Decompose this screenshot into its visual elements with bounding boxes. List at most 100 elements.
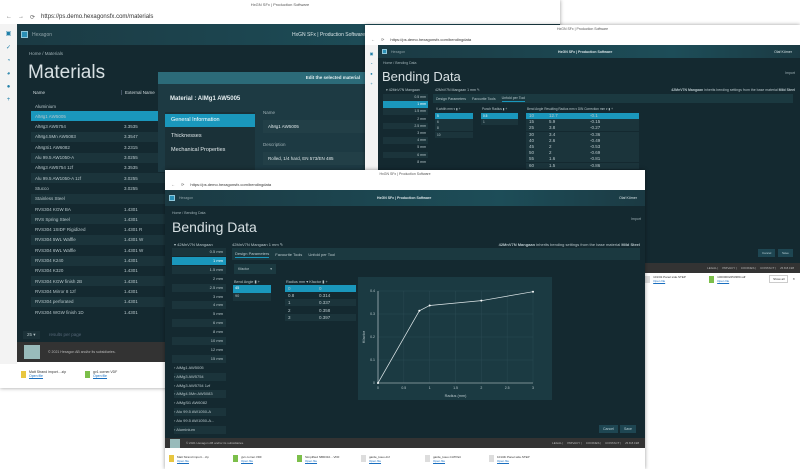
punch-radius-row[interactable]: 1 <box>481 119 518 126</box>
radius-kfactor-header[interactable]: Radius mm ▾ Kfactor ▮ + <box>286 280 328 284</box>
tree-material-item[interactable]: › Alu 99.5 AW1050-A... <box>174 417 215 423</box>
cancel-button[interactable]: Cancel <box>599 425 618 433</box>
thickness-item[interactable]: 2.5 mm <box>383 122 428 130</box>
breadcrumb[interactable]: Home / Bending Data <box>383 61 417 65</box>
footer-link[interactable]: CONTACT | <box>760 266 776 270</box>
column-header-name[interactable]: Name <box>33 90 46 95</box>
thickness-item[interactable]: 5 mm <box>213 311 223 317</box>
v-width-header[interactable]: V-width mm ▾ ▮ + <box>436 107 461 111</box>
back-icon[interactable]: ← <box>6 14 12 20</box>
footer-link[interactable]: LEGAL | <box>707 266 719 270</box>
table-row[interactable]: RVS304 KGW BA 1.4301 <box>31 204 371 214</box>
tree-material[interactable]: ▾ 42MnV7N Mangaan <box>386 88 420 92</box>
save-button[interactable]: Save <box>620 425 636 433</box>
table-row[interactable]: Aluminium <box>31 101 371 111</box>
v-width-row[interactable]: 6 <box>435 119 473 126</box>
download-item[interactable]: Matt Strand import....zip Open file <box>165 455 229 463</box>
breadcrumb[interactable]: Home / Materials <box>29 51 64 56</box>
tab-unfold-per-tool[interactable]: Unfold per Tool <box>501 95 526 102</box>
tab-design-parameters[interactable]: Design Parameters <box>436 96 466 101</box>
tab-favourite-tools[interactable]: Favourite Tools <box>275 251 303 257</box>
url-field[interactable]: https://ps.demo.hexagonsfx.com/bendingda… <box>190 181 272 187</box>
radius-kfactor-row[interactable]: 2 0.358 <box>285 307 356 314</box>
footer-link[interactable]: v5.8.8.198 <box>624 441 639 445</box>
refresh-icon[interactable]: ⟳ <box>30 14 36 21</box>
check-icon[interactable]: ✓ <box>5 45 12 51</box>
add-icon[interactable]: + <box>6 97 11 103</box>
tab-design-parameters[interactable]: Design Parameters <box>235 250 270 258</box>
radius-kfactor-row[interactable]: 1 0.337 <box>285 299 356 307</box>
bend-table-row[interactable]: 25 3.8 -0.27 <box>526 125 639 132</box>
footer-link[interactable]: v5.8.8.198 <box>779 266 794 270</box>
tab-icon[interactable]: ▣ <box>5 31 12 37</box>
app-icon[interactable]: ◔ <box>370 61 373 66</box>
name-input[interactable]: AlMg1 AW5005 <box>263 120 373 133</box>
open-file-link[interactable]: Open file <box>653 279 666 283</box>
thickness-item[interactable]: 1 mm <box>172 256 226 265</box>
thickness-item[interactable]: 8 mm <box>417 159 426 164</box>
thickness-item[interactable]: 6 mm <box>383 151 428 159</box>
save-button[interactable]: Save <box>778 249 793 257</box>
tree-material-item[interactable]: › AlMg1 AW5005 <box>174 365 204 370</box>
thickness-item[interactable]: 5 mm <box>417 145 426 150</box>
table-row[interactable]: RVS304 6WL Waffle 1.4301 W <box>31 245 371 255</box>
open-file-link[interactable]: Open file <box>433 458 446 463</box>
refresh-icon[interactable]: ⟳ <box>181 181 185 187</box>
table-row[interactable]: Stucco 3.0255 <box>31 183 371 193</box>
app-icon[interactable]: ● <box>370 71 373 76</box>
table-row[interactable]: AlMgSi1 AW6082 3.2315 <box>31 142 371 152</box>
column-header-external-name[interactable]: External Name <box>121 90 155 95</box>
thickness-item[interactable]: 0.5 mm <box>383 94 428 101</box>
open-file-link[interactable]: Open file <box>177 458 190 463</box>
show-all-button[interactable]: Show all <box>769 275 789 283</box>
tab-unfold-per-tool[interactable]: Unfold per Tool <box>308 251 336 257</box>
download-item[interactable]: gv1 corner.VDF Open file <box>229 455 293 463</box>
app-icon[interactable]: ◔ <box>6 58 11 64</box>
url-field[interactable]: https://ps.demo.hexagonsfx.com/bendingda… <box>390 36 472 42</box>
app-icon[interactable]: ◕ <box>6 71 11 77</box>
bend-table-row[interactable]: 50 2 -0.69 <box>526 150 639 157</box>
footer-link[interactable]: COOKIES | <box>740 266 757 270</box>
add-icon[interactable]: + <box>370 81 373 86</box>
thickness-item[interactable]: 4 mm <box>383 137 428 144</box>
table-row[interactable]: RVS304 WGW finish 1D 1.4301 <box>31 307 371 317</box>
bend-table-row[interactable]: 55 1.6 -0.81 <box>526 156 639 163</box>
radius-kfactor-row[interactable]: 3 0.397 <box>285 313 356 321</box>
tree-material-item[interactable]: › Alu 99.5 AW1050-A <box>174 408 226 416</box>
tree-material[interactable]: ▾ 42MnV7N Mangaan <box>174 242 213 247</box>
import-button[interactable]: Import <box>785 71 795 75</box>
bend-table-row[interactable]: 15 5.9 -0.15 <box>526 119 639 126</box>
radius-kfactor-row[interactable]: 0.8 0.314 <box>285 292 356 299</box>
bend-table-row[interactable]: 10 12.7 -0.1 <box>526 113 639 119</box>
tab-favourite-tools[interactable]: Favourite Tools <box>471 96 496 101</box>
thickness-item[interactable]: 10 mm <box>172 337 226 345</box>
back-icon[interactable]: ← <box>171 181 175 187</box>
description-input[interactable]: Rolled, 1/4 hard, EN 573/EN 485 <box>263 152 373 165</box>
menu-mechanical-properties[interactable]: Mechanical Properties <box>171 147 226 153</box>
menu-general-information[interactable]: General Information <box>165 114 255 127</box>
hexagon-logo-icon[interactable] <box>21 31 28 38</box>
footer-link[interactable]: LEGAL | <box>552 441 564 445</box>
open-file-link[interactable]: Open file <box>241 458 254 463</box>
forward-icon[interactable]: → <box>18 14 24 20</box>
refresh-icon[interactable]: ⟳ <box>381 36 385 42</box>
open-file-link[interactable]: Open file <box>717 279 730 283</box>
bend-angle-row[interactable]: 45 <box>233 285 271 293</box>
footer-link[interactable]: PRIVACY | <box>722 266 737 270</box>
download-item[interactable]: 10000002253380.sdf Open file <box>705 275 769 283</box>
punch-radius-header[interactable]: Punch Radius ▮ + <box>482 107 508 111</box>
thickness-item[interactable]: 1 mm <box>383 101 428 108</box>
footer-link[interactable]: PRIVACY | <box>567 441 582 445</box>
open-file-link[interactable]: Open file <box>369 458 382 463</box>
table-row[interactable]: RVS304 1SIDF Rigidized 1.4301 R <box>31 225 371 235</box>
bend-angle-row[interactable]: 90 <box>233 293 271 301</box>
close-icon[interactable]: ✕ <box>792 277 795 281</box>
download-item[interactable]: 10134t Panel side.STEP Open file <box>641 275 705 283</box>
table-row[interactable]: AlMg3 AW5754 1zf 3.3535 <box>31 163 371 173</box>
table-row[interactable]: RVS304 Mirror 8 1zf 1.4301 <box>31 286 371 296</box>
bend-table-row[interactable]: 30 3.4 -0.36 <box>526 131 639 138</box>
thickness-item[interactable]: 2 mm <box>417 116 426 121</box>
download-item[interactable]: Simplified NBD310....VDF Open file <box>293 455 357 463</box>
bend-table-row[interactable]: 45 2 -0.53 <box>526 144 639 150</box>
